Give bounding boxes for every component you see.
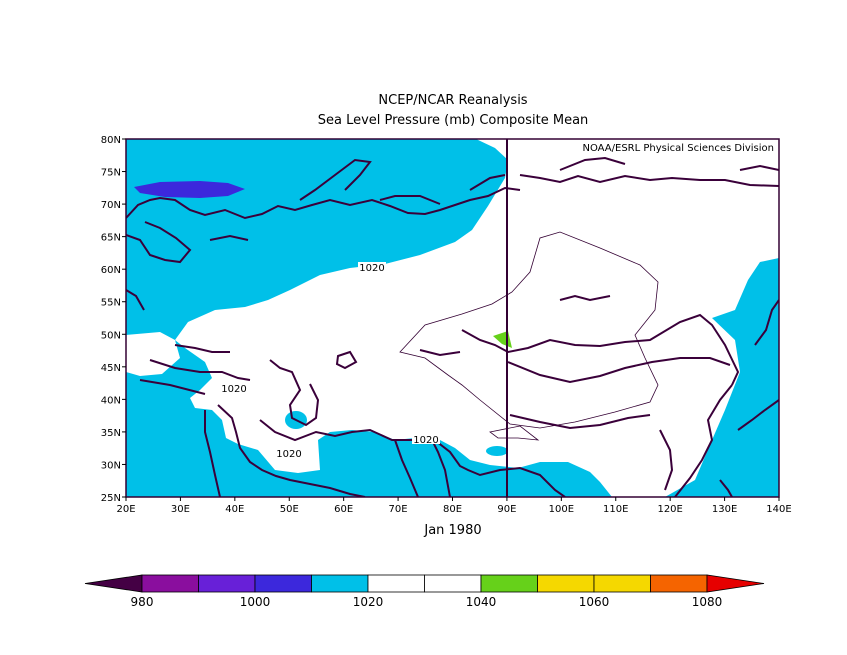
colorbar-swatch (367, 574, 425, 593)
credit-text: NOAA/ESRL Physical Sciences Division (583, 143, 775, 154)
lat-tick-label: 55N (101, 298, 121, 309)
map-panel: 1020 1020 1020 1020 NOAA/ESRL Physical S… (125, 138, 780, 498)
lat-tick-label: 50N (101, 330, 121, 341)
lat-tick-label: 25N (101, 493, 121, 504)
colorbar-swatch (424, 574, 482, 593)
colorbar-swatch (84, 574, 143, 593)
lon-tick-label: 90E (497, 504, 516, 515)
figure-subtitle: Sea Level Pressure (mb) Composite Mean (318, 113, 589, 128)
colorbar-swatch (480, 574, 538, 593)
colorbar-label: 1040 (466, 595, 497, 609)
lon-tick-label: 140E (766, 504, 791, 515)
lon-axis: 20E 30E 40E 50E 60E 70E 80E 90E 100E 110E 120E 130E… (116, 497, 792, 515)
colorbar-swatch (141, 574, 199, 593)
colorbar: 980 1000 1020 1040 1060 1080 (84, 574, 765, 609)
lon-tick-label: 100E (549, 504, 574, 515)
lon-tick-label: 40E (225, 504, 244, 515)
colorbar-swatch (650, 574, 708, 593)
lon-tick-label: 60E (334, 504, 353, 515)
colorbar-label: 1060 (579, 595, 610, 609)
pressure-fill-1000-1010 (134, 181, 245, 198)
lon-tick-label: 110E (603, 504, 628, 515)
contour-label-group: 1020 1020 1020 1020 (220, 262, 440, 460)
lon-tick-label: 120E (657, 504, 682, 515)
lon-tick-label: 50E (280, 504, 299, 515)
contour-label: 1020 (359, 263, 384, 274)
lon-tick-label: 80E (443, 504, 462, 515)
lat-tick-label: 80N (101, 135, 121, 146)
pressure-fill-tibet (486, 446, 508, 456)
lat-axis: 25N 30N 35N 40N 45N 50N 55N 60N 65N 70N 75N 80N (101, 135, 126, 504)
colorbar-label: 1020 (353, 595, 384, 609)
colorbar-swatch (311, 574, 369, 593)
figure-title: NCEP/NCAR Reanalysis (378, 93, 527, 108)
pressure-fill-1020-1040 (175, 139, 779, 497)
lon-tick-label: 70E (389, 504, 408, 515)
lat-tick-label: 65N (101, 233, 121, 244)
lat-tick-label: 30N (101, 460, 121, 471)
contour-label: 1020 (413, 435, 438, 446)
lat-tick-label: 75N (101, 168, 121, 179)
colorbar-swatch (537, 574, 595, 593)
colorbar-label: 1080 (692, 595, 723, 609)
lat-tick-label: 45N (101, 363, 121, 374)
colorbar-label: 1000 (240, 595, 271, 609)
colorbar-swatch (706, 574, 765, 593)
lat-tick-label: 35N (101, 428, 121, 439)
lat-tick-label: 70N (101, 200, 121, 211)
colorbar-swatch (198, 574, 256, 593)
contour-label: 1020 (276, 449, 301, 460)
period-label: Jan 1980 (423, 523, 481, 538)
lon-tick-label: 30E (171, 504, 190, 515)
colorbar-swatch (593, 574, 651, 593)
contour-label: 1020 (221, 384, 246, 395)
lon-tick-label: 20E (116, 504, 135, 515)
colorbar-label: 980 (131, 595, 154, 609)
colorbar-swatch (254, 574, 312, 593)
lat-tick-label: 40N (101, 395, 121, 406)
isobar-1030 (399, 231, 659, 441)
lon-tick-label: 130E (712, 504, 737, 515)
lat-tick-label: 60N (101, 265, 121, 276)
